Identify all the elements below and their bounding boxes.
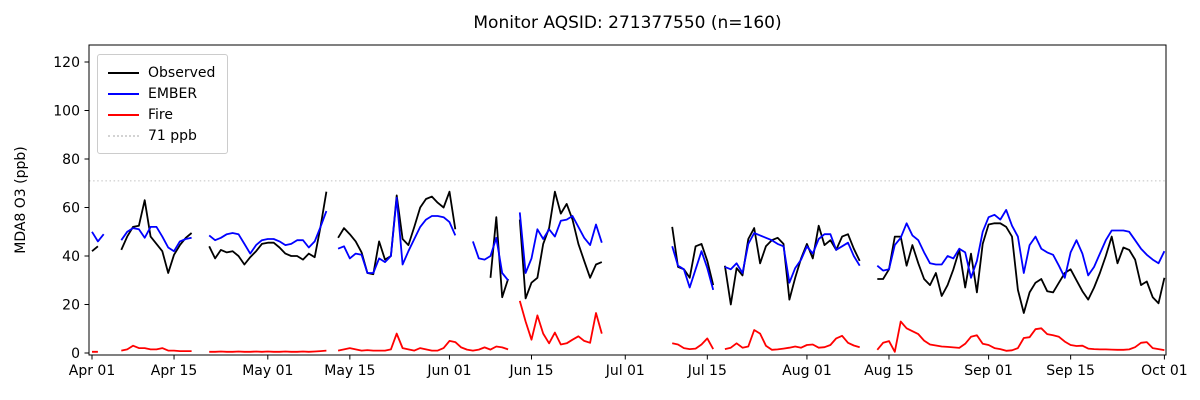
- x-tick-label: Aug 01: [782, 363, 832, 379]
- legend-swatch-fire: [108, 113, 139, 116]
- x-tick-label: Jul 15: [687, 363, 727, 379]
- legend: Observed EMBER Fire 71 ppb: [97, 54, 229, 154]
- legend-swatch-71-ppb: [108, 134, 139, 137]
- axes-frame: [88, 44, 1167, 356]
- legend-label: 71 ppb: [148, 127, 197, 144]
- y-tick-label: 80: [62, 152, 80, 168]
- y-tick-label: 100: [53, 104, 80, 120]
- legend-item: EMBER: [108, 83, 215, 104]
- x-tick-label: Aug 15: [864, 363, 914, 379]
- series-observed: [91, 190, 1166, 314]
- legend-swatch-observed: [108, 71, 139, 74]
- y-tick-label: 60: [62, 201, 80, 217]
- x-tick-label: Sep 01: [964, 363, 1013, 379]
- x-tick-label: Jun 01: [426, 363, 471, 379]
- y-tick-label: 20: [62, 298, 80, 314]
- legend-item: 71 ppb: [108, 125, 215, 146]
- series-fire: [92, 300, 1165, 353]
- legend-swatch-ember: [108, 92, 139, 95]
- y-tick-label: 40: [62, 249, 80, 265]
- x-tick-label: Jun 15: [508, 363, 553, 379]
- x-tick-label: Apr 01: [69, 363, 115, 379]
- x-tick-label: Oct 01: [1141, 363, 1187, 379]
- x-tick-label: Sep 15: [1046, 363, 1095, 379]
- chart-title: Monitor AQSID: 271377550 (n=160): [473, 13, 782, 33]
- legend-label: EMBER: [148, 85, 198, 102]
- y-tick-label: 0: [71, 346, 80, 362]
- legend-label: Fire: [148, 106, 173, 123]
- legend-label: Observed: [148, 64, 216, 81]
- series-ember: [91, 196, 1166, 291]
- x-tick-label: Jul 01: [605, 363, 645, 379]
- x-tick-label: Apr 15: [151, 363, 197, 379]
- legend-item: Fire: [108, 104, 215, 125]
- x-tick-label: May 15: [324, 363, 375, 379]
- legend-item: Observed: [108, 62, 215, 83]
- x-tick-label: May 01: [242, 363, 293, 379]
- y-tick-label: 120: [53, 55, 80, 71]
